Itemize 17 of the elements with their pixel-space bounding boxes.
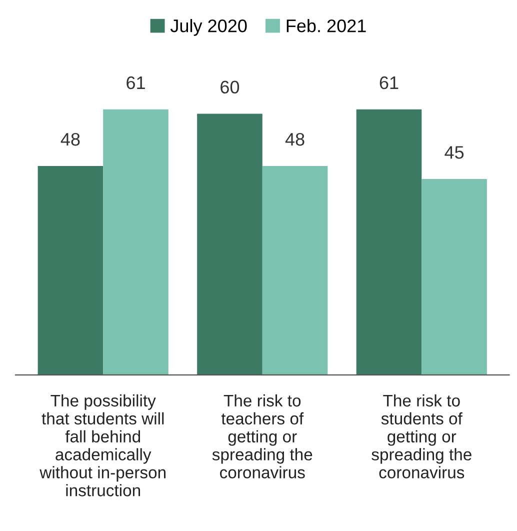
data-label: 45 <box>444 146 464 159</box>
data-label: 61 <box>126 76 145 90</box>
bar <box>422 179 487 375</box>
x-tick-label: The risk to teachers of getting or spreading the coronavirus <box>212 394 312 478</box>
data-label: 60 <box>220 80 240 94</box>
bar <box>197 114 262 375</box>
legend-label: July 2020 <box>170 19 247 36</box>
x-tick-label: The possibility that students will fall behind academically without in-person instruction <box>40 394 166 496</box>
x-tick-label: The risk to students of getting or spreading the coronavirus <box>372 394 472 478</box>
data-label: 48 <box>285 132 304 146</box>
legend-label: Feb. 2021 <box>286 19 366 32</box>
bar <box>262 166 328 375</box>
data-label: 48 <box>60 132 80 146</box>
data-label: 61 <box>380 76 398 90</box>
bar <box>38 166 104 375</box>
bar <box>356 109 422 375</box>
bar <box>103 109 168 375</box>
